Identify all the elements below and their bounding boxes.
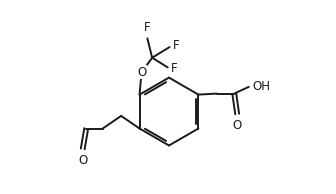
- Text: F: F: [173, 39, 180, 52]
- Text: F: F: [171, 62, 178, 75]
- Text: OH: OH: [252, 80, 270, 93]
- Text: O: O: [78, 154, 87, 167]
- Text: F: F: [144, 21, 151, 34]
- Text: O: O: [233, 119, 242, 132]
- Text: O: O: [137, 66, 146, 79]
